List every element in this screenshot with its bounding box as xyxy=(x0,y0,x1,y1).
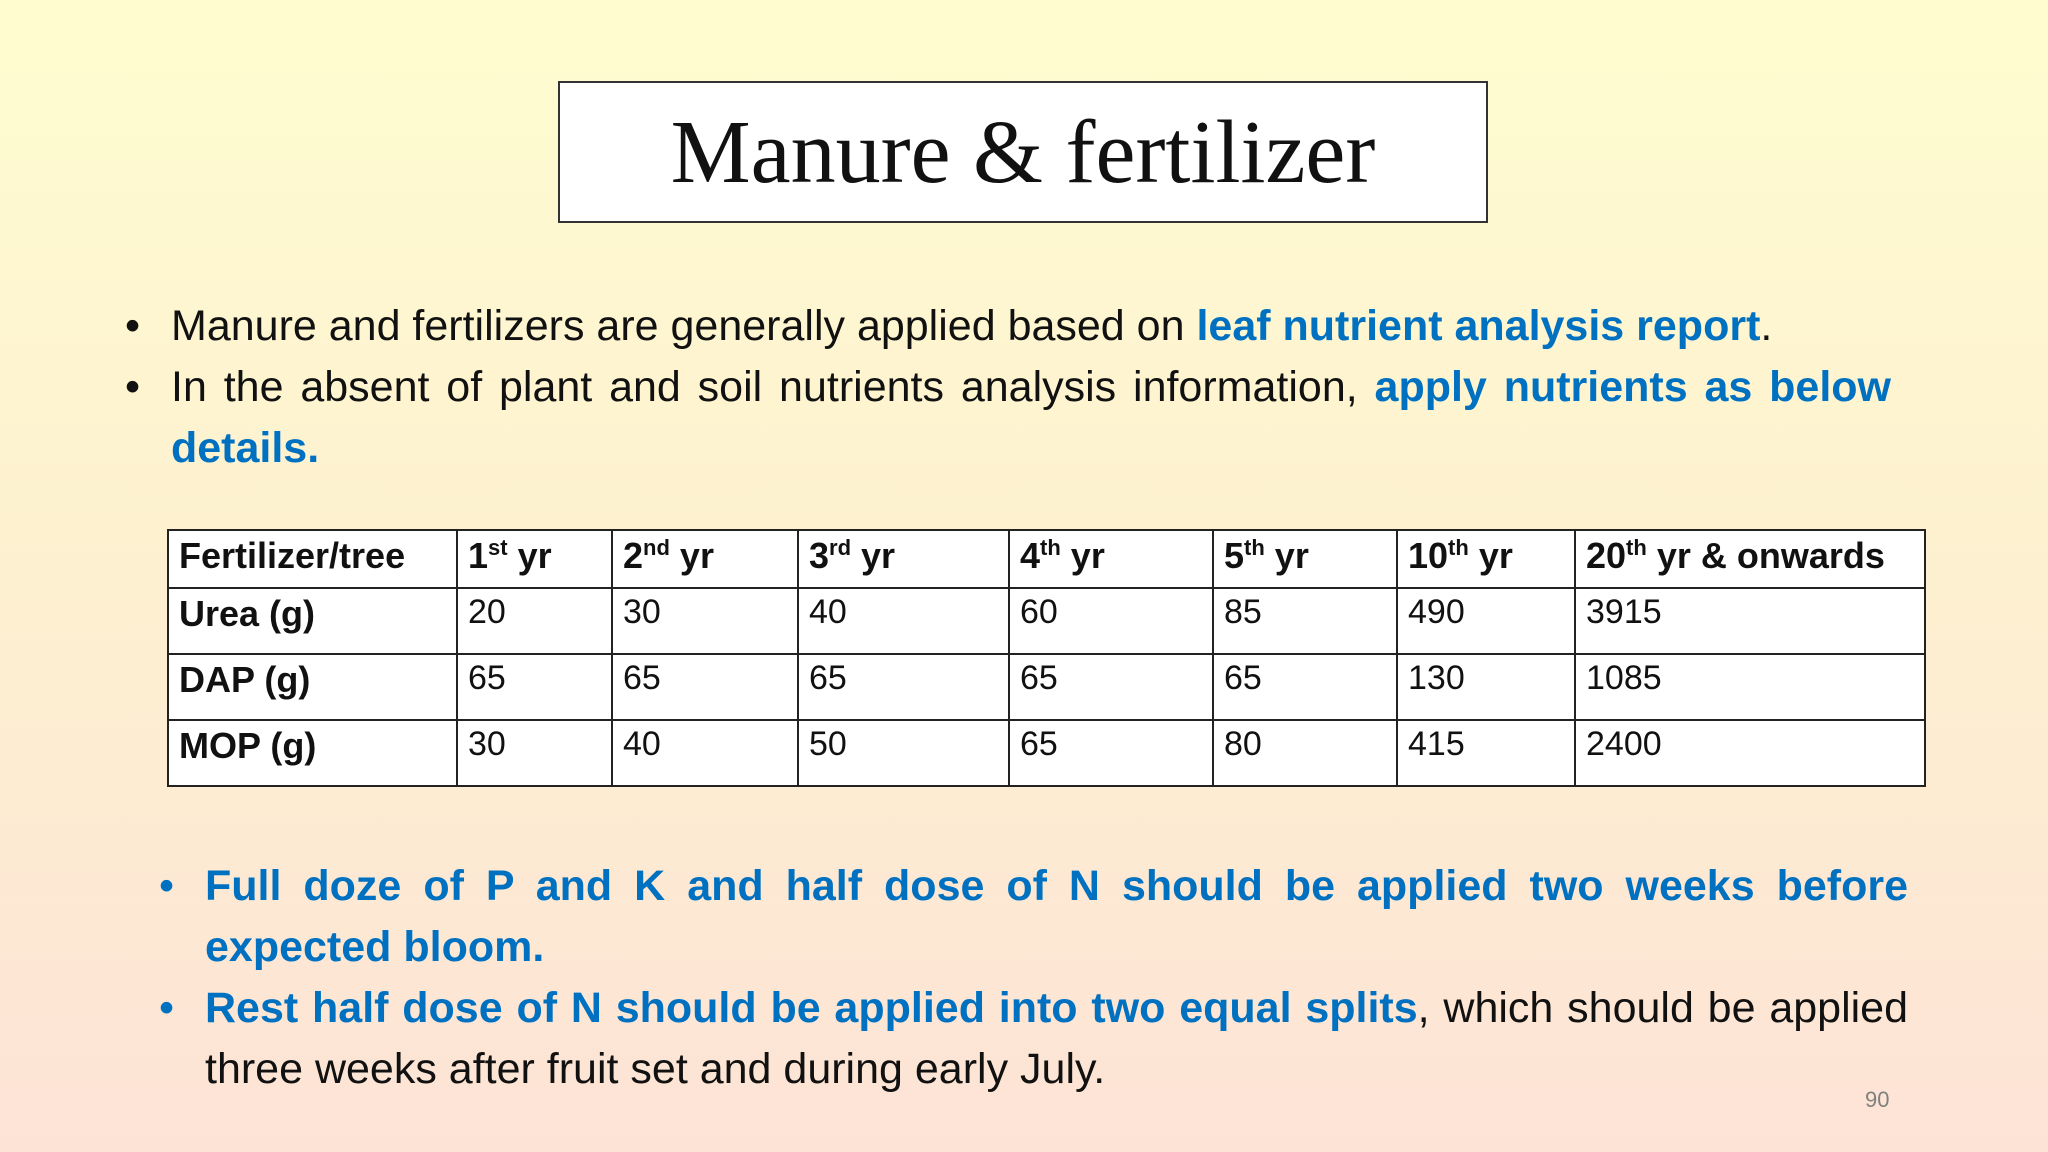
column-header: 20th yr & onwards xyxy=(1574,529,1926,589)
bullet-item: Manure and fertilizers are generally app… xyxy=(125,296,1891,357)
application-bullets: Full doze of P and K and half dose of N … xyxy=(159,856,1908,1100)
row-label: Urea (g) xyxy=(167,587,458,655)
column-header: 1st yr xyxy=(456,529,613,589)
table-cell: 30 xyxy=(611,587,799,655)
column-header: 5th yr xyxy=(1212,529,1398,589)
table-cell: 490 xyxy=(1396,587,1576,655)
table-cell: 415 xyxy=(1396,719,1576,787)
table-cell: 2400 xyxy=(1574,719,1926,787)
table-cell: 30 xyxy=(456,719,613,787)
row-label: MOP (g) xyxy=(167,719,458,787)
table-row: DAP (g) 65 65 65 65 65 130 1085 xyxy=(167,653,1926,721)
table-cell: 65 xyxy=(1008,719,1214,787)
table-cell: 130 xyxy=(1396,653,1576,721)
column-header: 2nd yr xyxy=(611,529,799,589)
table-cell: 40 xyxy=(611,719,799,787)
bullet-item: Rest half dose of N should be applied in… xyxy=(159,978,1908,1100)
row-label: DAP (g) xyxy=(167,653,458,721)
table-cell: 85 xyxy=(1212,587,1398,655)
table-cell: 65 xyxy=(1008,653,1214,721)
table-cell: 65 xyxy=(456,653,613,721)
column-header: Fertilizer/tree xyxy=(167,529,458,589)
column-header: 10th yr xyxy=(1396,529,1576,589)
table-cell: 1085 xyxy=(1574,653,1926,721)
table-cell: 50 xyxy=(797,719,1010,787)
table-row: MOP (g) 30 40 50 65 80 415 2400 xyxy=(167,719,1926,787)
table-cell: 60 xyxy=(1008,587,1214,655)
intro-bullets: Manure and fertilizers are generally app… xyxy=(125,296,1891,479)
table-cell: 80 xyxy=(1212,719,1398,787)
column-header: 3rd yr xyxy=(797,529,1010,589)
table-cell: 3915 xyxy=(1574,587,1926,655)
table-header-row: Fertilizer/tree 1st yr 2nd yr 3rd yr 4th yr 5… xyxy=(167,529,1926,589)
table-cell: 65 xyxy=(611,653,799,721)
table-row: Urea (g) 20 30 40 60 85 490 3915 xyxy=(167,587,1926,655)
table-cell: 40 xyxy=(797,587,1010,655)
bullet-item: Full doze of P and K and half dose of N … xyxy=(159,856,1908,978)
slide-title-box: Manure & fertilizer xyxy=(558,81,1488,223)
column-header: 4th yr xyxy=(1008,529,1214,589)
bullet-item: In the absent of plant and soil nutrient… xyxy=(125,357,1891,479)
table-cell: 20 xyxy=(456,587,613,655)
page-number: 90 xyxy=(1865,1087,1890,1112)
table-cell: 65 xyxy=(797,653,1010,721)
table-cell: 65 xyxy=(1212,653,1398,721)
slide-title: Manure & fertilizer xyxy=(670,102,1376,202)
fertilizer-table: Fertilizer/tree 1st yr 2nd yr 3rd yr 4th yr 5… xyxy=(167,529,1926,787)
